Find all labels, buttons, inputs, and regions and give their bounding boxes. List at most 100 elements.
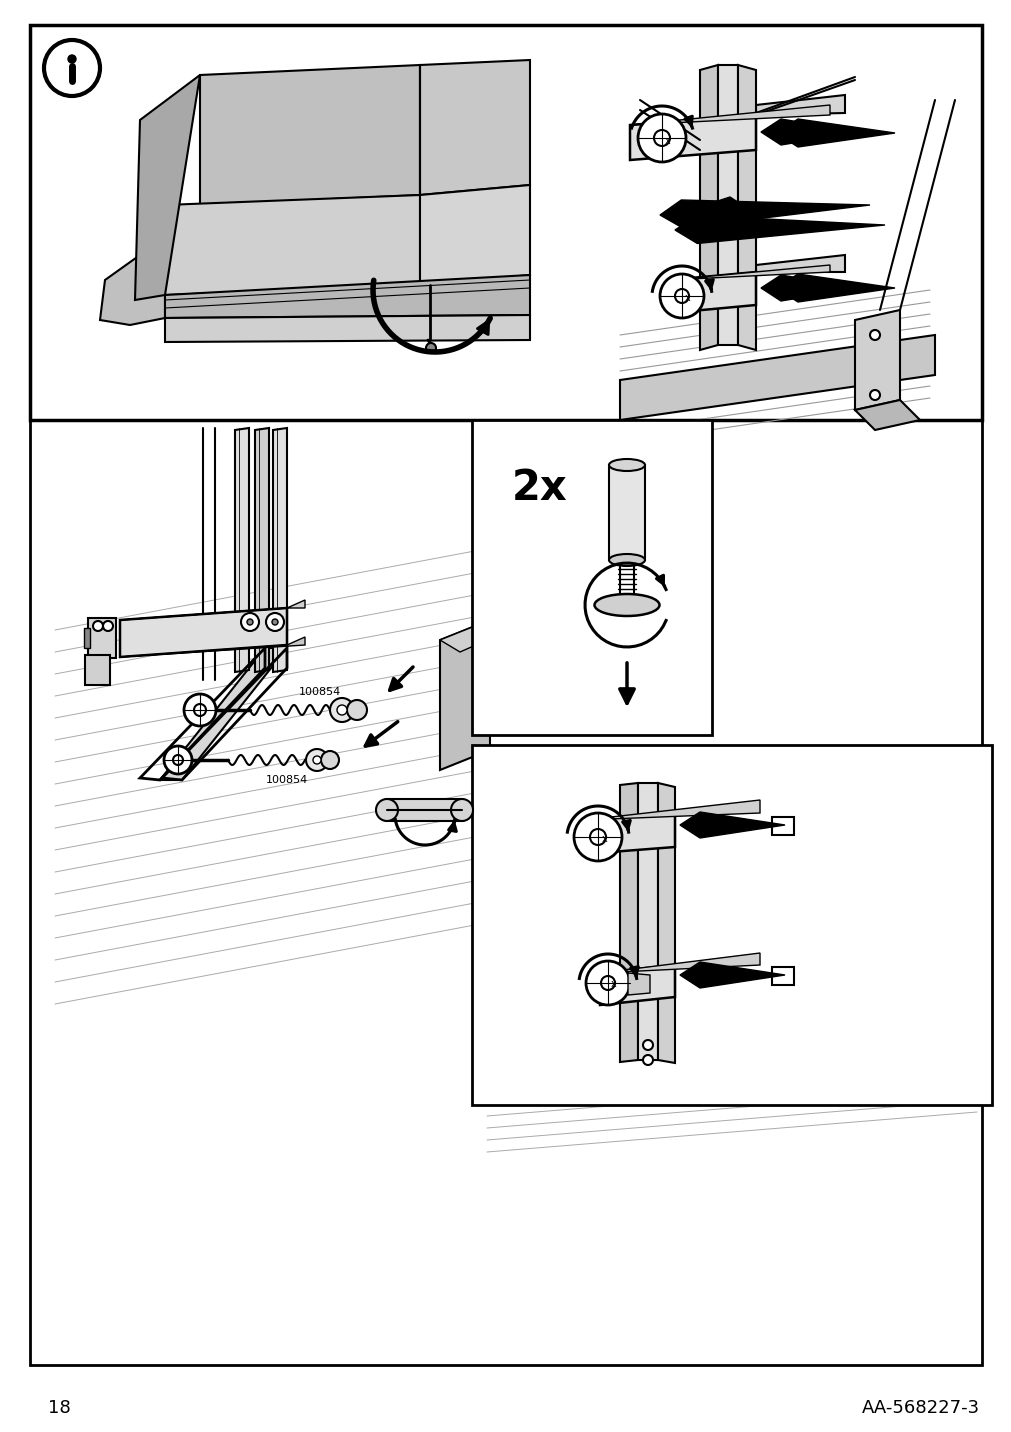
Circle shape [68, 54, 76, 63]
Circle shape [573, 813, 622, 861]
Text: 100854: 100854 [266, 775, 307, 785]
Circle shape [642, 1040, 652, 1050]
Polygon shape [420, 185, 530, 285]
Circle shape [320, 750, 339, 769]
Polygon shape [440, 620, 489, 770]
Ellipse shape [609, 554, 644, 566]
Circle shape [184, 695, 215, 726]
Circle shape [194, 705, 206, 716]
Bar [771, 818, 794, 835]
Text: AA-568227-3: AA-568227-3 [861, 1399, 979, 1418]
Polygon shape [737, 64, 755, 349]
Polygon shape [854, 309, 899, 410]
Text: 2x: 2x [512, 467, 567, 508]
Polygon shape [120, 637, 304, 657]
Circle shape [869, 390, 880, 400]
Circle shape [312, 756, 320, 765]
Polygon shape [200, 64, 420, 205]
Circle shape [241, 613, 259, 632]
Circle shape [426, 344, 436, 354]
Polygon shape [620, 783, 637, 1063]
Polygon shape [165, 275, 530, 318]
Bar [85, 654, 110, 684]
Circle shape [585, 961, 630, 1005]
Polygon shape [669, 272, 755, 314]
Circle shape [337, 705, 347, 715]
Polygon shape [679, 812, 785, 838]
Polygon shape [679, 962, 785, 988]
Circle shape [266, 613, 284, 632]
Polygon shape [630, 105, 829, 125]
Polygon shape [637, 783, 657, 1060]
Text: x: x [664, 136, 670, 146]
Bar [30, 24, 981, 420]
Text: 18: 18 [48, 1399, 71, 1418]
Polygon shape [690, 198, 749, 223]
Polygon shape [620, 335, 934, 420]
Polygon shape [717, 64, 737, 345]
Polygon shape [530, 855, 620, 1075]
Polygon shape [273, 428, 287, 672]
Polygon shape [440, 620, 510, 652]
Text: x: x [602, 833, 608, 843]
Bar [609, 465, 644, 560]
Bar [88, 619, 116, 657]
Polygon shape [600, 965, 674, 1005]
Polygon shape [755, 95, 844, 115]
Circle shape [93, 621, 103, 632]
Polygon shape [674, 939, 774, 965]
Polygon shape [100, 255, 165, 325]
Circle shape [589, 829, 606, 845]
Polygon shape [760, 275, 859, 301]
Polygon shape [755, 255, 844, 272]
Polygon shape [659, 200, 869, 228]
Text: x: x [684, 294, 691, 304]
Circle shape [637, 115, 685, 162]
Bar [471, 420, 712, 735]
Polygon shape [584, 800, 759, 821]
Polygon shape [674, 790, 774, 813]
Circle shape [347, 700, 367, 720]
Polygon shape [420, 60, 530, 195]
Circle shape [601, 977, 615, 990]
Circle shape [653, 130, 669, 146]
Text: 100854: 100854 [298, 687, 341, 697]
Circle shape [173, 755, 183, 765]
Polygon shape [854, 400, 919, 430]
Polygon shape [160, 649, 287, 780]
Text: x: x [611, 979, 617, 990]
Polygon shape [120, 609, 287, 657]
Polygon shape [669, 265, 829, 281]
Circle shape [330, 697, 354, 722]
Polygon shape [235, 428, 249, 672]
Polygon shape [600, 954, 759, 972]
Circle shape [103, 621, 113, 632]
Bar [84, 629, 90, 649]
Bar [771, 967, 794, 985]
Polygon shape [657, 783, 674, 1063]
Circle shape [659, 274, 704, 318]
Circle shape [247, 619, 253, 624]
Bar [471, 745, 991, 1106]
Polygon shape [134, 74, 200, 299]
Polygon shape [486, 1020, 976, 1090]
Polygon shape [775, 274, 894, 302]
Polygon shape [628, 972, 649, 995]
Circle shape [376, 799, 397, 821]
Polygon shape [674, 215, 885, 243]
Polygon shape [165, 195, 420, 295]
Ellipse shape [593, 594, 659, 616]
Circle shape [451, 799, 472, 821]
Polygon shape [165, 315, 530, 342]
FancyBboxPatch shape [383, 799, 464, 821]
Polygon shape [120, 600, 304, 620]
Circle shape [164, 746, 192, 775]
Ellipse shape [609, 460, 644, 471]
Polygon shape [630, 115, 755, 160]
Circle shape [305, 749, 328, 770]
Circle shape [642, 1055, 652, 1065]
Polygon shape [584, 813, 674, 853]
Polygon shape [700, 64, 717, 349]
Circle shape [674, 289, 688, 304]
Circle shape [43, 40, 100, 96]
